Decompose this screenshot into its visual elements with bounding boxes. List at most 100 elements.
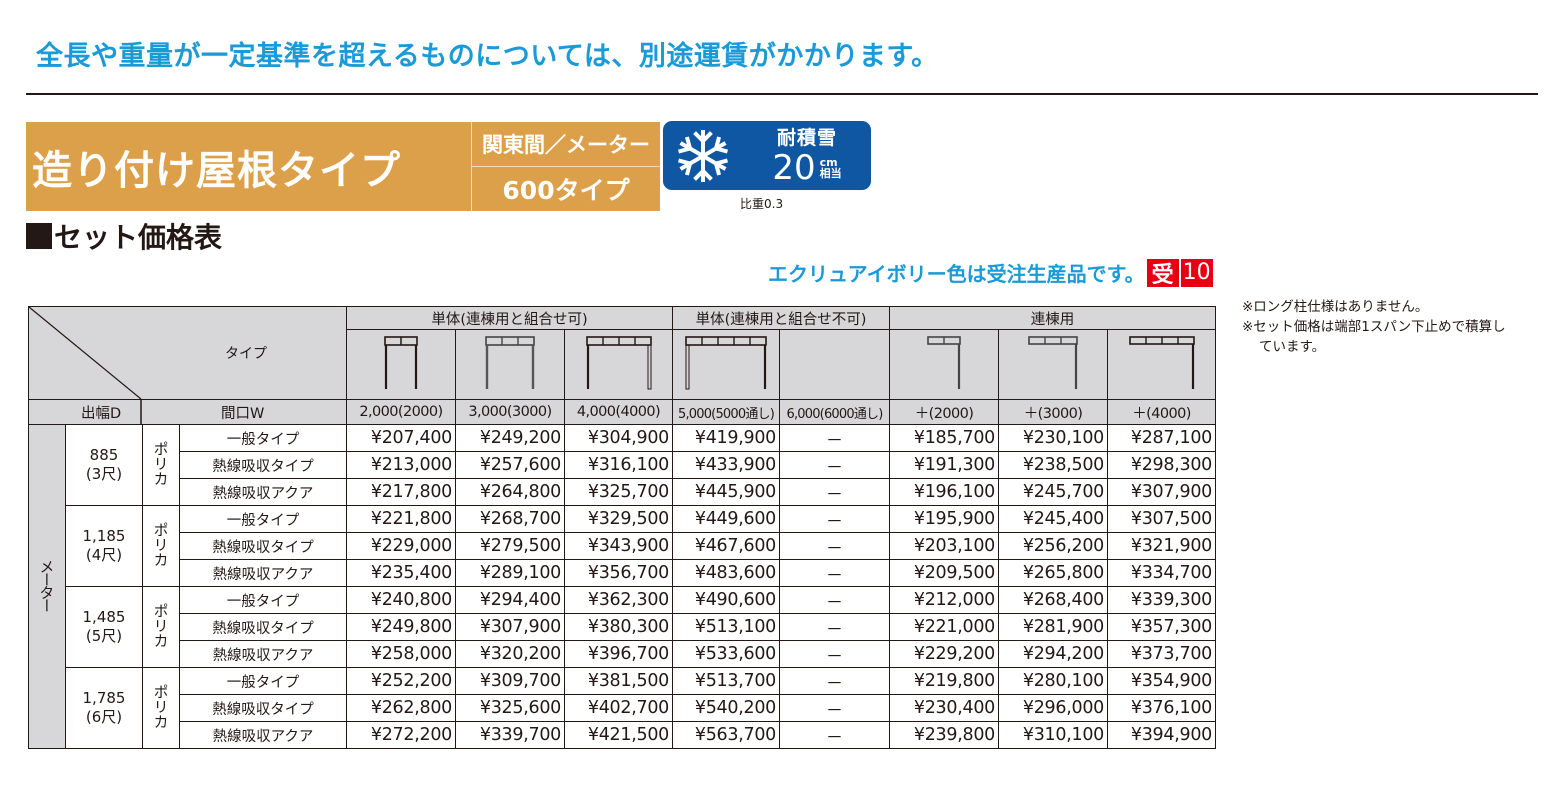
price-cell: ¥483,600 (672, 559, 780, 587)
price-cell: ¥325,700 (564, 478, 673, 506)
price-cell: ¥419,900 (672, 424, 780, 452)
table-corner: タイプ 出幅D 間口W (28, 306, 347, 425)
price-cell: ¥449,600 (672, 505, 780, 533)
price-na: － (779, 451, 890, 479)
snowflake-icon (663, 121, 743, 190)
depth-value: 1,785 (82, 689, 126, 707)
width-add-2000: ＋(2000) (889, 399, 999, 425)
price-cell: ¥245,700 (998, 478, 1108, 506)
frame-2bay-icon (346, 329, 456, 400)
price-cell: ¥196,100 (889, 478, 999, 506)
price-cell: ¥262,800 (346, 694, 456, 722)
depth-header: 出幅D (81, 406, 122, 422)
price-cell: ¥356,700 (564, 559, 673, 587)
price-cell: ¥376,100 (1107, 694, 1216, 722)
price-cell: ¥209,500 (889, 559, 999, 587)
type-name: 一般タイプ (179, 586, 347, 614)
price-cell: ¥513,100 (672, 613, 780, 641)
section-title-text: セット価格表 (54, 221, 223, 254)
price-cell: ¥268,700 (455, 505, 565, 533)
snow-number: 20 (772, 147, 816, 188)
table-row: 熱線吸収タイプ ¥262,800 ¥325,600 ¥402,700 ¥540,… (29, 694, 1216, 722)
page-title: 造り付け屋根タイプ (26, 122, 472, 211)
type-name: 一般タイプ (179, 667, 347, 695)
price-cell: ¥239,800 (889, 721, 999, 749)
price-cell: ¥207,400 (346, 424, 456, 452)
price-cell: ¥230,100 (998, 424, 1108, 452)
price-cell: ¥221,000 (889, 613, 999, 641)
width-6000: 6,000(6000通し) (779, 399, 890, 425)
lead-days-badge: 10 (1180, 258, 1213, 287)
material-cell: ポリカ (142, 667, 180, 749)
price-cell: ¥310,100 (998, 721, 1108, 749)
depth-value: 1,485 (82, 608, 126, 626)
price-na: － (779, 505, 890, 533)
price-cell: ¥316,100 (564, 451, 673, 479)
table-row: 熱線吸収アクア ¥272,200 ¥339,700 ¥421,500 ¥563,… (29, 721, 1216, 749)
price-cell: ¥513,700 (672, 667, 780, 695)
price-cell: ¥258,000 (346, 640, 456, 668)
divider (26, 93, 1538, 95)
title-block: 造り付け屋根タイプ 関東間／メーター 600タイプ (26, 122, 660, 211)
width-add-3000: ＋(3000) (998, 399, 1108, 425)
price-cell: ¥307,500 (1107, 505, 1216, 533)
price-na: － (779, 478, 890, 506)
price-cell: ¥280,100 (998, 667, 1108, 695)
type-name: 熱線吸収アクア (179, 559, 347, 587)
depth-shaku: (3尺) (85, 465, 123, 483)
material-cell: ポリカ (142, 424, 180, 506)
price-cell: ¥217,800 (346, 478, 456, 506)
price-cell: ¥296,000 (998, 694, 1108, 722)
depth-value: 885 (89, 446, 119, 464)
price-cell: ¥219,800 (889, 667, 999, 695)
type-name: 熱線吸収タイプ (179, 451, 347, 479)
price-cell: ¥264,800 (455, 478, 565, 506)
snow-unit: cm 相当 (820, 157, 842, 179)
price-cell: ¥185,700 (889, 424, 999, 452)
specific-gravity: 比重0.3 (740, 197, 784, 211)
type-name: 熱線吸収タイプ (179, 532, 347, 560)
price-cell: ¥402,700 (564, 694, 673, 722)
price-cell: ¥245,400 (998, 505, 1108, 533)
addon-3bay-icon (998, 329, 1108, 400)
price-cell: ¥467,600 (672, 532, 780, 560)
price-cell: ¥421,500 (564, 721, 673, 749)
depth-shaku: (4尺) (85, 546, 123, 564)
price-cell: ¥238,500 (998, 451, 1108, 479)
made-to-order-note: エクリュアイボリー色は受注生産品です。 受 10 (768, 258, 1213, 288)
price-cell: ¥381,500 (564, 667, 673, 695)
price-cell: ¥235,400 (346, 559, 456, 587)
snow-value: 20 cm 相当 (772, 150, 841, 186)
price-na: － (779, 424, 890, 452)
shipping-notice: 全長や重量が一定基準を超えるものについては、別途運賃がかかります。 (36, 41, 939, 72)
group-multi-span: 連棟用 (889, 306, 1216, 330)
price-cell: ¥229,200 (889, 640, 999, 668)
addon-4bay-icon (1107, 329, 1216, 400)
table-row: 熱線吸収アクア ¥235,400 ¥289,100 ¥356,700 ¥483,… (29, 559, 1216, 587)
side-notes: ※ロング柱仕様はありません。 ※セット価格は端部1スパン下止めで積算し ています… (1242, 297, 1506, 357)
price-na: － (779, 667, 890, 695)
material-label: ポリカ (151, 521, 170, 567)
price-cell: ¥240,800 (346, 586, 456, 614)
table-row: 熱線吸収アクア ¥258,000 ¥320,200 ¥396,700 ¥533,… (29, 640, 1216, 668)
note-2: ※セット価格は端部1スパン下止めで積算し (1242, 319, 1506, 335)
section-title: セット価格表 (26, 216, 222, 256)
price-cell: ¥309,700 (455, 667, 565, 695)
snow-text: 耐積雪 20 cm 相当 (743, 126, 871, 186)
price-cell: ¥249,800 (346, 613, 456, 641)
price-cell: ¥563,700 (672, 721, 780, 749)
price-cell: ¥307,900 (455, 613, 565, 641)
material-label: ポリカ (151, 602, 170, 648)
price-na: － (779, 721, 890, 749)
price-cell: ¥540,200 (672, 694, 780, 722)
made-to-order-badge: 受 (1146, 258, 1179, 288)
title-side: 関東間／メーター 600タイプ (472, 122, 660, 211)
unit-cm: cm (819, 155, 838, 169)
material-label: ポリカ (151, 440, 170, 486)
note-2-cont: ています。 (1259, 339, 1326, 355)
type-label: 600タイプ (502, 176, 630, 205)
region-label: 関東間／メーター (472, 122, 660, 167)
price-cell: ¥281,900 (998, 613, 1108, 641)
price-cell: ¥257,600 (455, 451, 565, 479)
price-cell: ¥334,700 (1107, 559, 1216, 587)
